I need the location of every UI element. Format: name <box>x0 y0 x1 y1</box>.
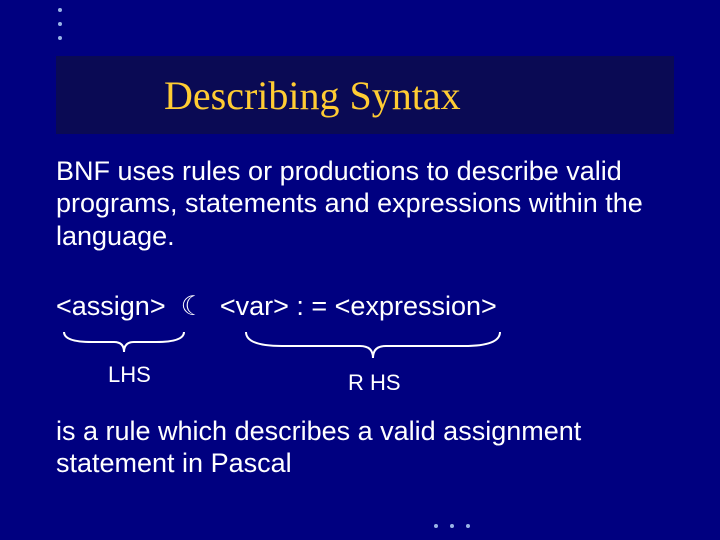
slide-title: Describing Syntax <box>164 72 461 119</box>
dot-icon <box>58 36 62 40</box>
title-bar: Describing Syntax <box>56 56 674 134</box>
brace-lhs-icon <box>60 328 188 356</box>
dot-icon <box>466 524 470 528</box>
rule-lhs: <assign> <box>56 291 166 321</box>
arrow-icon: ☾ <box>181 291 205 321</box>
decorative-dots-top <box>58 8 62 40</box>
dot-icon <box>58 8 62 12</box>
rule-rhs: <var> : = <expression> <box>220 291 497 321</box>
paragraph-2: is a rule which describes a valid assign… <box>56 415 680 480</box>
dot-icon <box>450 524 454 528</box>
rule-definition: <assign> ☾ <var> : = <expression> <box>56 290 680 322</box>
rhs-label: R HS <box>348 370 401 396</box>
lhs-label: LHS <box>108 362 151 388</box>
brace-rhs-icon <box>242 328 504 362</box>
dot-icon <box>434 524 438 528</box>
paragraph-1: BNF uses rules or productions to describ… <box>56 155 680 252</box>
decorative-dots-bottom <box>434 524 470 528</box>
dot-icon <box>58 22 62 26</box>
